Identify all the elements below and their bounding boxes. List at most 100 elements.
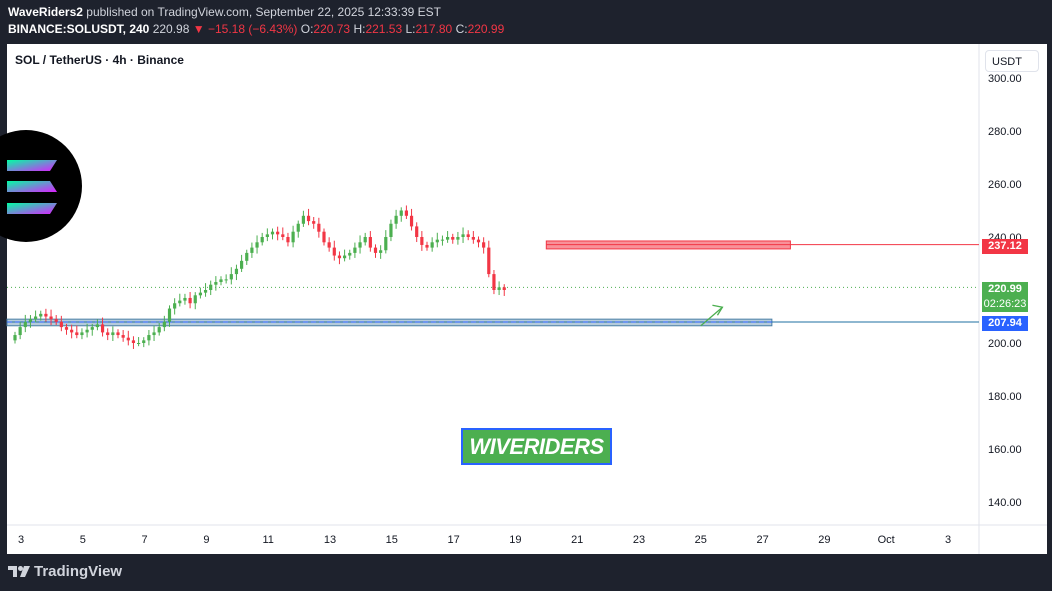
solana-bar-top <box>7 160 57 171</box>
candle-body <box>281 234 285 237</box>
low-value: 217.80 <box>415 22 453 36</box>
candle-body <box>188 297 192 304</box>
candle-body <box>379 250 383 253</box>
candle-body <box>446 237 450 240</box>
candle-body <box>492 274 496 290</box>
candle-body <box>240 260 244 269</box>
candle-body <box>100 324 105 333</box>
candle-body <box>224 279 228 281</box>
candle-body <box>167 308 172 322</box>
x-tick-label: 13 <box>324 534 336 546</box>
candle-body <box>157 327 161 333</box>
y-tick-label: 140.00 <box>988 497 1022 509</box>
y-tick-label: 200.00 <box>988 338 1022 350</box>
support-price-label: 207.94 <box>982 316 1028 331</box>
candle-body <box>348 252 352 256</box>
open-label: O: <box>300 22 314 36</box>
candle-body <box>435 239 439 243</box>
candle-body <box>497 287 501 290</box>
publish-info: WaveRiders2 published on TradingView.com… <box>8 5 441 19</box>
open-value: 220.73 <box>313 22 351 36</box>
symbol-info: BINANCE:SOLUSDT, 240 <box>8 22 150 36</box>
candle-body <box>482 242 486 248</box>
candle-body <box>415 226 419 237</box>
solana-logo <box>0 130 82 242</box>
candle-body <box>39 313 43 317</box>
candle-body <box>173 303 177 309</box>
support-zone[interactable] <box>6 318 773 327</box>
x-tick-label: 9 <box>203 534 209 546</box>
candle-body <box>430 242 434 248</box>
candle-body <box>399 210 403 216</box>
projection-arrow[interactable] <box>700 306 723 327</box>
y-tick-label: 280.00 <box>988 126 1022 138</box>
candle-body <box>229 274 233 280</box>
time-axis[interactable]: 3 5 7 9 11 13 15 17 19 21 23 25 27 29 Oct 3 <box>18 534 951 546</box>
candle-body <box>420 237 424 245</box>
ohlc-line: BINANCE:SOLUSDT, 240 220.98 ▼ −15.18 (−6… <box>8 22 504 36</box>
candle-body <box>28 319 33 322</box>
candle-body <box>147 335 151 341</box>
tradingview-logo-text: TradingView <box>34 563 123 580</box>
x-tick-label: 23 <box>633 534 645 546</box>
projection-arrowhead <box>712 304 724 316</box>
candle-body <box>502 287 506 290</box>
solana-bar-middle <box>7 181 57 192</box>
candles-layer <box>13 205 506 349</box>
x-tick-label: 21 <box>571 534 583 546</box>
candle-body <box>409 215 414 227</box>
watermark-badge: WIVERIDERS <box>461 428 612 465</box>
y-tick-label: 180.00 <box>988 391 1022 403</box>
candle-body <box>487 247 491 275</box>
close-value: 220.99 <box>467 22 505 36</box>
y-tick-label: 260.00 <box>988 179 1022 191</box>
candle-body <box>44 313 48 317</box>
candle-body <box>255 242 259 248</box>
currency-selector[interactable]: USDT <box>985 50 1039 72</box>
current-price-box: 220.99 02:26:23 <box>982 282 1028 312</box>
x-tick-label: 27 <box>756 534 768 546</box>
x-tick-label: 19 <box>509 534 521 546</box>
current-price-label: 220.99 <box>988 283 1022 295</box>
candle-body <box>425 244 429 248</box>
candle-body <box>209 284 213 290</box>
tradingview-logo-icon <box>8 566 30 577</box>
resistance-price-label: 237.12 <box>982 239 1028 254</box>
candle-body <box>85 329 89 333</box>
candle-body <box>64 327 69 330</box>
candle-body <box>265 234 269 237</box>
x-tick-label: 17 <box>447 534 459 546</box>
tradingview-logo[interactable]: TradingView <box>8 563 122 580</box>
x-tick-label: 15 <box>386 534 398 546</box>
overlays-layer <box>700 304 724 327</box>
candle-body <box>131 340 136 343</box>
candle-body <box>198 292 202 296</box>
candle-body <box>126 337 130 341</box>
x-tick-label: Oct <box>878 534 895 546</box>
candle-body <box>54 319 58 322</box>
y-tick-label: 160.00 <box>988 444 1022 456</box>
solana-bar-bottom <box>7 203 57 214</box>
candle-body <box>183 297 187 301</box>
candle-body <box>219 279 223 283</box>
candle-body <box>75 332 79 336</box>
price-change: −15.18 (−6.43%) <box>207 22 298 36</box>
candle-body <box>358 242 362 248</box>
publisher-name[interactable]: WaveRiders2 <box>8 5 83 19</box>
candle-body <box>270 231 275 235</box>
chart-legend-title: SOL / TetherUS · 4h · Binance <box>15 53 184 67</box>
candle-body <box>306 215 311 222</box>
candle-body <box>90 327 94 330</box>
candle-body <box>95 324 99 328</box>
candle-body <box>451 237 455 240</box>
candle-body <box>70 329 74 333</box>
candle-body <box>296 223 300 232</box>
candle-body <box>178 300 182 304</box>
chart-panel[interactable] <box>7 44 1047 554</box>
x-tick-label: 11 <box>262 534 273 546</box>
candle-body <box>353 247 357 253</box>
candle-body <box>111 332 115 336</box>
candle-body <box>137 343 141 344</box>
x-tick-label: 25 <box>695 534 707 546</box>
